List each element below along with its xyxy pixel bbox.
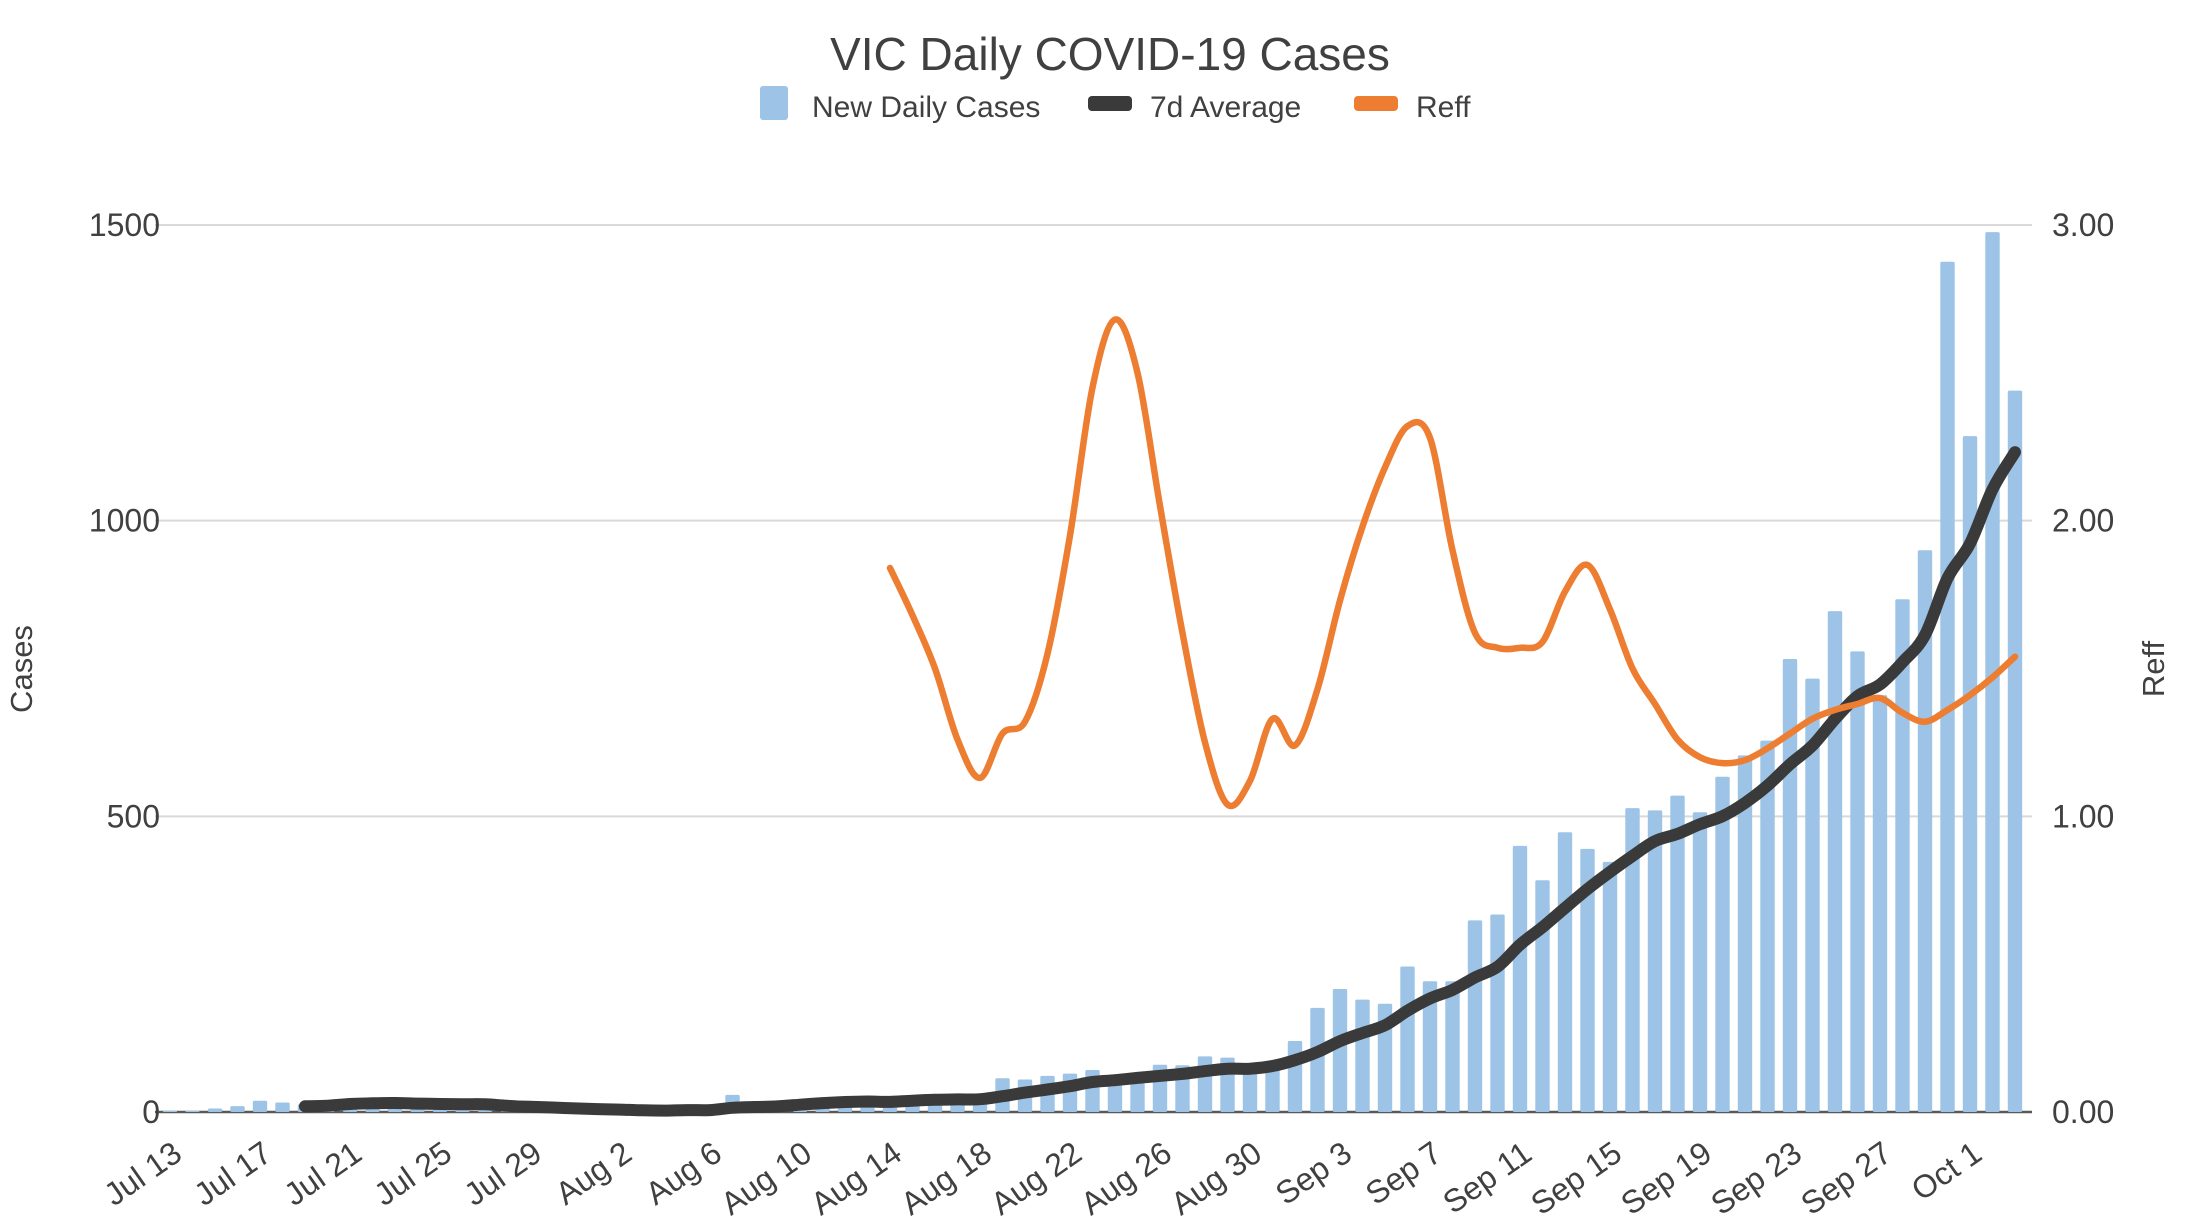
legend-label-new-daily-cases: New Daily Cases bbox=[812, 91, 1040, 124]
bar bbox=[1557, 832, 1573, 1112]
x-tick-label: Sep 23 bbox=[1704, 1134, 1808, 1222]
bar bbox=[1310, 1007, 1325, 1112]
x-tick-label: Aug 6 bbox=[639, 1134, 728, 1211]
y-tick-label: 1500 bbox=[89, 207, 160, 243]
bar bbox=[1580, 848, 1595, 1112]
x-tick-label: Aug 10 bbox=[714, 1134, 818, 1222]
bar bbox=[185, 1110, 200, 1112]
legend: New Daily Cases 7d Average Reff bbox=[760, 86, 1471, 124]
bar bbox=[1490, 914, 1505, 1112]
legend-swatch-new-daily-cases bbox=[760, 86, 788, 120]
bar bbox=[1287, 1041, 1303, 1112]
x-tick-label: Aug 14 bbox=[804, 1134, 908, 1222]
bar bbox=[1355, 999, 1370, 1112]
x-tick-label: Aug 22 bbox=[984, 1134, 1088, 1222]
x-tick-label: Jul 29 bbox=[457, 1134, 548, 1212]
bar bbox=[1850, 651, 1865, 1112]
x-tick-label: Sep 15 bbox=[1524, 1134, 1628, 1222]
x-tick-label: Sep 11 bbox=[1436, 1134, 1538, 1220]
bar bbox=[1940, 261, 1955, 1112]
y2-tick-label: 1.00 bbox=[2052, 798, 2114, 834]
legend-swatch-7d-average bbox=[1088, 96, 1132, 111]
x-tick-label: Aug 26 bbox=[1074, 1134, 1178, 1222]
y2-axis-title: Reff bbox=[2136, 640, 2171, 697]
y-tick-label: 0 bbox=[142, 1094, 160, 1130]
bar bbox=[1962, 436, 1978, 1113]
bar bbox=[1535, 880, 1550, 1112]
legend-swatch-reff bbox=[1354, 96, 1398, 111]
bar bbox=[1737, 755, 1753, 1112]
y2-tick-label: 0.00 bbox=[2052, 1094, 2114, 1130]
bar bbox=[1872, 695, 1888, 1112]
bar bbox=[207, 1108, 223, 1112]
x-tick-label: Sep 3 bbox=[1269, 1134, 1358, 1211]
bar bbox=[230, 1106, 245, 1112]
x-tick-label: Sep 7 bbox=[1359, 1134, 1448, 1211]
legend-label-7d-average: 7d Average bbox=[1150, 91, 1301, 124]
y-tick-label: 500 bbox=[107, 798, 160, 834]
bar bbox=[1242, 1068, 1258, 1112]
x-tick-label: Jul 21 bbox=[277, 1134, 368, 1212]
x-tick-label: Jul 25 bbox=[367, 1134, 458, 1212]
bar-series-new-daily-cases bbox=[162, 232, 2023, 1113]
bar bbox=[1400, 966, 1415, 1112]
bar bbox=[1647, 810, 1663, 1112]
bar bbox=[1805, 678, 1820, 1112]
y-tick-label: 1000 bbox=[89, 503, 160, 539]
bar bbox=[1445, 981, 1460, 1112]
legend-label-reff: Reff bbox=[1416, 91, 1471, 124]
bar bbox=[1107, 1085, 1123, 1112]
bar bbox=[1670, 795, 1685, 1112]
x-tick-label: Sep 27 bbox=[1794, 1134, 1898, 1222]
bar bbox=[1985, 232, 2000, 1113]
x-tick-label: Sep 19 bbox=[1614, 1134, 1718, 1222]
bar bbox=[1917, 550, 1933, 1112]
bar bbox=[1895, 599, 1910, 1112]
x-tick-label: Oct 1 bbox=[1905, 1134, 1988, 1207]
bar bbox=[275, 1102, 290, 1112]
bar bbox=[1692, 812, 1708, 1112]
y-axis-tick-labels: 0 500 1000 1500 bbox=[89, 207, 160, 1130]
bar bbox=[1827, 611, 1843, 1112]
y2-tick-label: 2.00 bbox=[2052, 503, 2114, 539]
bar bbox=[1332, 989, 1348, 1112]
bar bbox=[1422, 981, 1438, 1112]
line-7d-average bbox=[299, 446, 2021, 1117]
chart-title: VIC Daily COVID-19 Cases bbox=[830, 28, 1390, 80]
x-tick-label: Jul 17 bbox=[187, 1134, 278, 1212]
line-reff bbox=[886, 316, 2019, 810]
y2-tick-label: 3.00 bbox=[2052, 207, 2114, 243]
y-axis-title: Cases bbox=[4, 625, 39, 713]
x-axis-tick-labels: Jul 13 Jul 17 Jul 21 Jul 25 Jul 29 Aug 2 Aug 6… bbox=[97, 1134, 1988, 1222]
bar bbox=[1512, 845, 1528, 1112]
bar bbox=[1602, 861, 1618, 1112]
bar bbox=[1130, 1082, 1145, 1112]
bar bbox=[1625, 808, 1640, 1112]
x-tick-label: Aug 30 bbox=[1164, 1134, 1268, 1222]
bar bbox=[252, 1100, 268, 1112]
bar bbox=[1760, 740, 1775, 1112]
bar bbox=[1715, 776, 1730, 1112]
bar bbox=[1467, 920, 1483, 1112]
bar bbox=[2007, 390, 2023, 1113]
x-tick-label: Aug 18 bbox=[894, 1134, 998, 1222]
x-tick-label: Aug 2 bbox=[549, 1134, 638, 1211]
x-tick-label: Jul 13 bbox=[97, 1134, 188, 1212]
bar bbox=[162, 1110, 178, 1112]
y2-axis-tick-labels: 0.00 1.00 2.00 3.00 bbox=[2052, 207, 2114, 1130]
bar bbox=[1265, 1067, 1280, 1112]
